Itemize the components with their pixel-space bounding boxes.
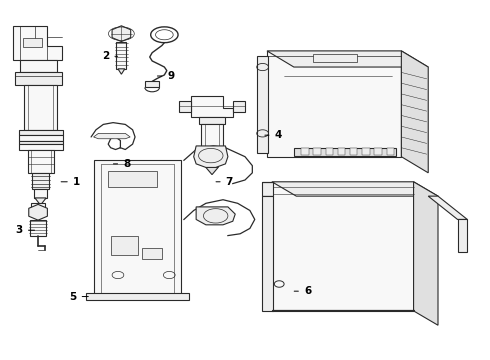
Polygon shape <box>414 182 438 325</box>
Text: 5: 5 <box>70 292 88 302</box>
Text: 7: 7 <box>216 177 233 187</box>
Polygon shape <box>94 134 130 139</box>
Polygon shape <box>117 41 126 69</box>
Polygon shape <box>272 182 414 311</box>
Polygon shape <box>35 198 46 205</box>
Polygon shape <box>86 293 189 300</box>
Bar <box>108 171 157 187</box>
Polygon shape <box>30 220 46 235</box>
Bar <box>338 148 345 155</box>
Polygon shape <box>112 26 131 41</box>
Polygon shape <box>19 135 63 140</box>
Polygon shape <box>15 72 62 85</box>
Polygon shape <box>294 148 396 156</box>
Polygon shape <box>194 146 228 167</box>
Polygon shape <box>34 189 47 198</box>
Bar <box>387 148 394 155</box>
Polygon shape <box>145 81 159 87</box>
Bar <box>350 148 357 155</box>
Text: 1: 1 <box>61 177 80 187</box>
Text: 4: 4 <box>265 130 282 140</box>
Polygon shape <box>262 182 273 196</box>
Polygon shape <box>206 167 218 175</box>
Polygon shape <box>257 56 269 153</box>
Bar <box>314 54 357 62</box>
Polygon shape <box>13 26 62 60</box>
Polygon shape <box>94 160 181 297</box>
Polygon shape <box>20 60 57 72</box>
Polygon shape <box>458 220 467 252</box>
Text: 2: 2 <box>102 51 118 61</box>
Polygon shape <box>203 160 220 167</box>
Polygon shape <box>24 85 57 130</box>
Bar <box>374 148 382 155</box>
Polygon shape <box>191 96 233 117</box>
Polygon shape <box>27 149 54 173</box>
Text: 9: 9 <box>157 71 174 81</box>
Polygon shape <box>233 101 245 112</box>
Polygon shape <box>267 51 428 67</box>
Polygon shape <box>401 51 428 173</box>
Polygon shape <box>267 51 401 157</box>
Text: 3: 3 <box>16 225 35 235</box>
Text: 6: 6 <box>294 286 311 296</box>
Polygon shape <box>262 196 273 311</box>
Polygon shape <box>19 144 63 149</box>
Bar <box>301 148 309 155</box>
Polygon shape <box>198 117 225 125</box>
Polygon shape <box>201 125 223 160</box>
Polygon shape <box>118 69 125 74</box>
Polygon shape <box>29 204 48 220</box>
Polygon shape <box>179 101 191 112</box>
Polygon shape <box>196 207 235 225</box>
Bar <box>23 39 42 47</box>
Bar <box>314 148 321 155</box>
Bar <box>111 235 138 255</box>
Polygon shape <box>272 182 438 196</box>
Bar <box>143 248 162 259</box>
Bar <box>326 148 333 155</box>
Polygon shape <box>19 140 63 144</box>
Polygon shape <box>428 196 467 220</box>
Polygon shape <box>32 173 49 189</box>
Polygon shape <box>31 203 45 211</box>
Text: 8: 8 <box>113 159 130 169</box>
Polygon shape <box>19 130 63 135</box>
Bar <box>362 148 369 155</box>
